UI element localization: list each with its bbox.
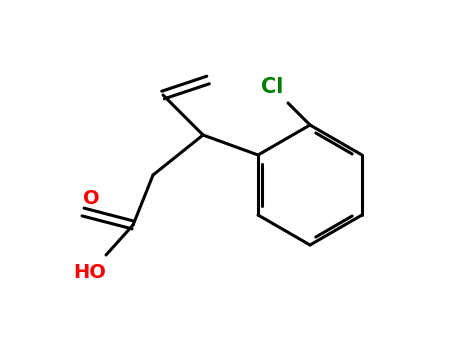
Text: O: O [83,189,99,209]
Text: HO: HO [74,264,106,282]
Text: Cl: Cl [261,77,283,97]
